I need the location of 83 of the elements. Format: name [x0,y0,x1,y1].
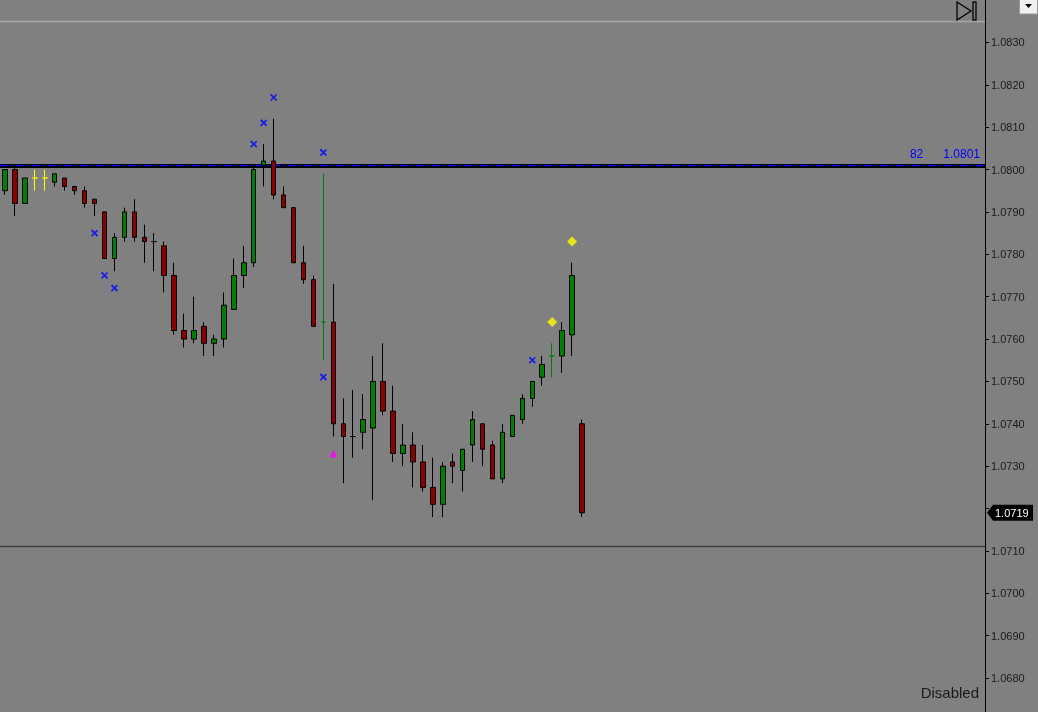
y-tick-label: 1.0730 [991,460,1025,473]
point [319,373,328,381]
candlestick [420,444,426,493]
point [528,356,537,365]
point [100,271,109,280]
candlestick [440,461,446,518]
point [110,284,119,292]
candlestick [450,452,455,484]
candlestick [470,410,475,463]
y-tick-label: 1.0800 [991,163,1025,176]
candlestick [191,296,197,344]
candlestick [380,342,386,416]
candlestick [231,258,237,310]
candlestick [201,321,207,357]
candlestick [211,334,217,357]
point [249,140,258,148]
candlestick [539,355,545,387]
y-tick-label: 1.0680 [991,672,1025,685]
candlestick [241,245,247,289]
y-tick-label: 1.0690 [991,629,1025,642]
candlestick [430,457,436,518]
point [547,317,558,328]
candlestick [82,185,87,209]
candlestick [549,342,555,378]
y-tick-label: 1.0830 [991,36,1025,49]
candlestick [500,423,505,484]
y-tick-label: 1.0700 [991,587,1025,600]
candlestick [281,185,286,209]
candlestick [490,440,495,480]
candlestick [62,177,67,192]
y-tick-label: 1.0810 [991,121,1025,134]
candlestick [480,423,485,467]
y-tick-label: 1.0820 [991,78,1025,91]
candlestick [72,185,77,196]
candlestick [92,198,97,217]
candlestick [161,241,167,293]
candlestick [32,169,38,192]
text: 1.0719 [995,506,1029,519]
candlestick [410,431,416,488]
candlestick [579,419,585,518]
candlestick [510,414,515,438]
candlestick [151,232,157,272]
candlestick [291,207,296,264]
candlestick [171,262,177,336]
point [90,229,99,237]
point [259,119,268,127]
candlestick [530,380,535,408]
candlestick [331,283,336,438]
candlestick [559,321,565,374]
candlestick [102,211,107,260]
y-tick-label: 1.0750 [991,375,1025,388]
candlestick [181,313,187,349]
candlestick [112,232,117,272]
candlestick [520,393,525,425]
candlestick [341,397,346,484]
y-tick-label: 1.0760 [991,333,1025,346]
candlestick [42,169,48,192]
point [319,148,328,157]
candlestick [390,385,396,463]
candlestick [460,448,465,493]
candlestick [52,173,57,187]
ref-line-label: 82 1.0801 [909,147,981,162]
candlestick [569,262,575,357]
y-tick-label: 1.0780 [991,248,1025,261]
candlestick [370,355,376,501]
candlestick [122,207,127,243]
candlestick [132,198,137,243]
candlestick [22,177,28,204]
candlestick [400,423,406,467]
candlestick [350,389,356,459]
candlestick [360,393,366,450]
point [567,236,578,247]
candlestick [311,274,316,327]
y-tick-label: 1.0790 [991,205,1025,218]
y-tick-label: 1.0710 [991,544,1025,557]
candlestick [301,245,306,285]
candlestick [142,224,147,264]
point [269,93,278,102]
y-tick-label: 1.0770 [991,290,1025,303]
candlestick [221,291,227,349]
annotation: Disabled [920,684,980,701]
y-tick-label: 1.0740 [991,417,1025,430]
candlestick [321,173,326,361]
